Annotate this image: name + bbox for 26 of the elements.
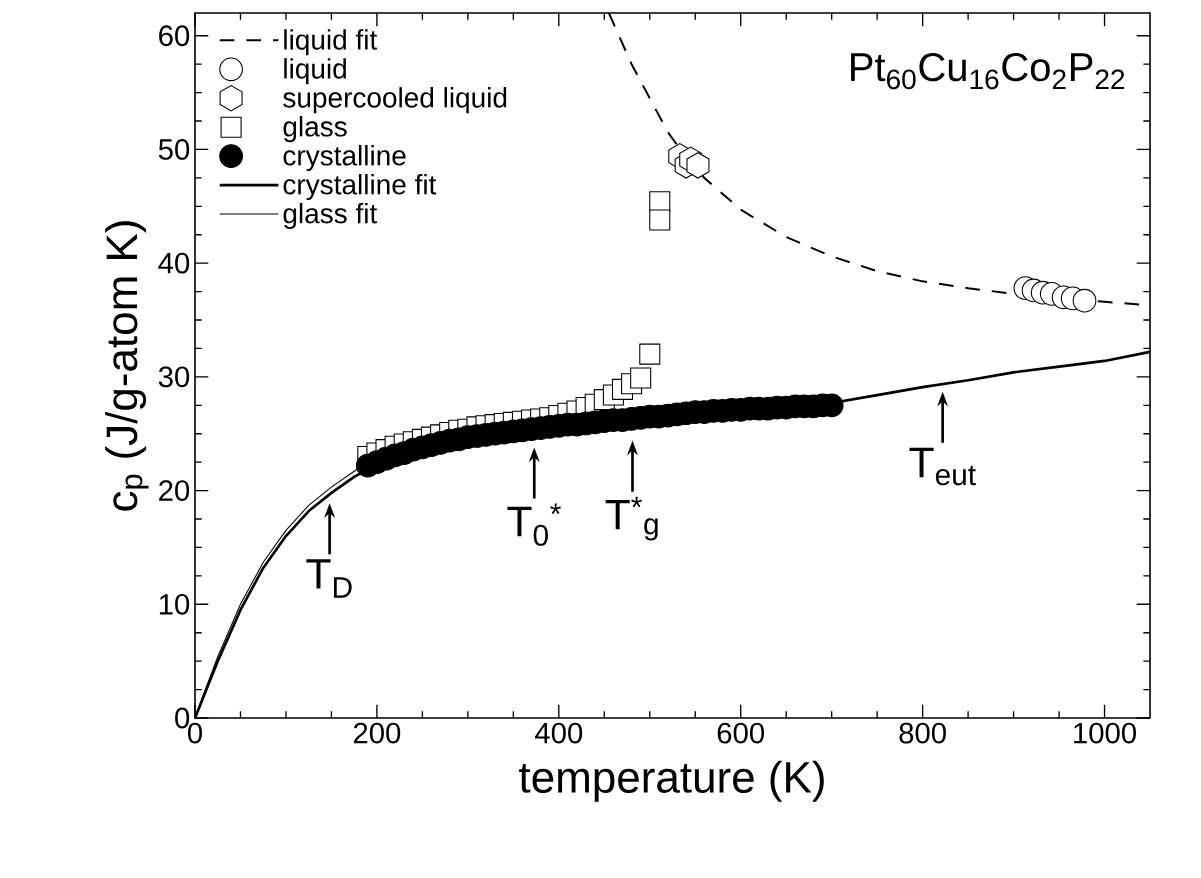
x-axis-title: temperature (K)	[519, 760, 824, 802]
annotation: T$_{D}$	[306, 559, 352, 598]
x-tick-label: 800	[899, 722, 946, 744]
legend-label: supercooled liquid	[283, 87, 507, 114]
x-tick-label: 400	[535, 722, 583, 744]
y-tick-label: 20	[159, 480, 190, 501]
x-tick-label: 600	[717, 722, 765, 744]
legend-label: glass fit	[283, 202, 378, 230]
legend-label: glass	[283, 116, 347, 143]
annotation: T$_{eut}$	[909, 447, 976, 486]
x-tick-label: 200	[353, 722, 401, 744]
y-tick-label: 50	[158, 139, 190, 160]
y-tick-label: 60	[159, 25, 190, 47]
legend-label: crystalline fit	[283, 173, 437, 201]
text: Pt$_{60}$Cu$_{16}$Co$_{2}$P$_{22}$	[851, 52, 1125, 90]
y-axis-title: c$_{p}$ (J/g-atom K)	[105, 221, 149, 511]
y-tick-label: 10	[159, 593, 190, 615]
y-tick-label: 40	[158, 252, 190, 274]
annotation: T$^{*}$$_{g}$	[605, 496, 658, 541]
legend-label: liquid	[284, 58, 346, 85]
y-tick-label: 0	[175, 707, 190, 729]
annotation: T$_{0}$*	[507, 503, 561, 546]
x-tick-label: 1000	[1074, 722, 1136, 744]
y-tick-label: 30	[158, 366, 190, 388]
legend-label: crystalline	[283, 145, 406, 172]
legend-label: liquid fit	[284, 29, 378, 56]
